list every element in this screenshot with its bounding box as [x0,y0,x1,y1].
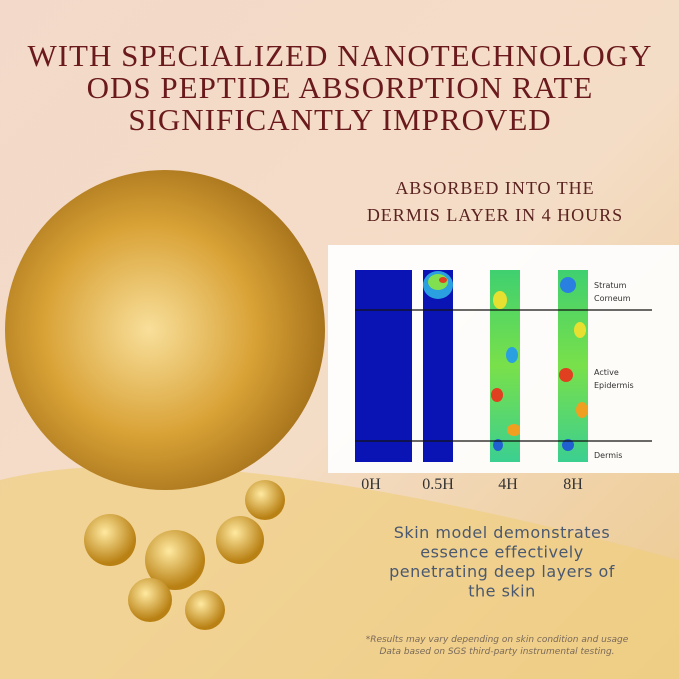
description: the skin [468,582,536,601]
layer-label: Epidermis [594,381,634,390]
headline: SIGNIFICANTLY IMPROVED [128,102,551,137]
description: penetrating deep layers of [389,562,615,581]
layer-label: Dermis [594,451,622,460]
time-label: 8H [563,476,583,493]
footnote: Data based on SGS third-party instrument… [379,647,614,657]
layer-label: Stratum [594,281,627,290]
sphere [5,170,325,490]
heat-05h [423,271,453,299]
footnote: *Results may vary depending on skin cond… [366,635,629,645]
subheading: DERMIS LAYER IN 4 HOURS [367,205,623,225]
bar-0h [355,270,412,462]
headline: ODS PEPTIDE ABSORPTION RATE [87,70,594,105]
bubbles [84,480,285,630]
bar-4h [490,270,520,462]
time-label: 4H [498,476,518,493]
description: essence effectively [420,543,583,562]
liquid [0,466,679,679]
headline: WITH SPECIALIZED NANOTECHNOLOGY [27,38,652,73]
subheading: ABSORBED INTO THE [395,178,594,198]
layer-label: Active [594,368,619,377]
time-label: 0H [361,476,381,493]
time-label: 0.5H [422,476,454,493]
description: Skin model demonstrates [394,523,610,542]
bar-05h [423,270,453,462]
layer-label: Corneum [594,294,631,303]
bar-8h [558,270,588,462]
